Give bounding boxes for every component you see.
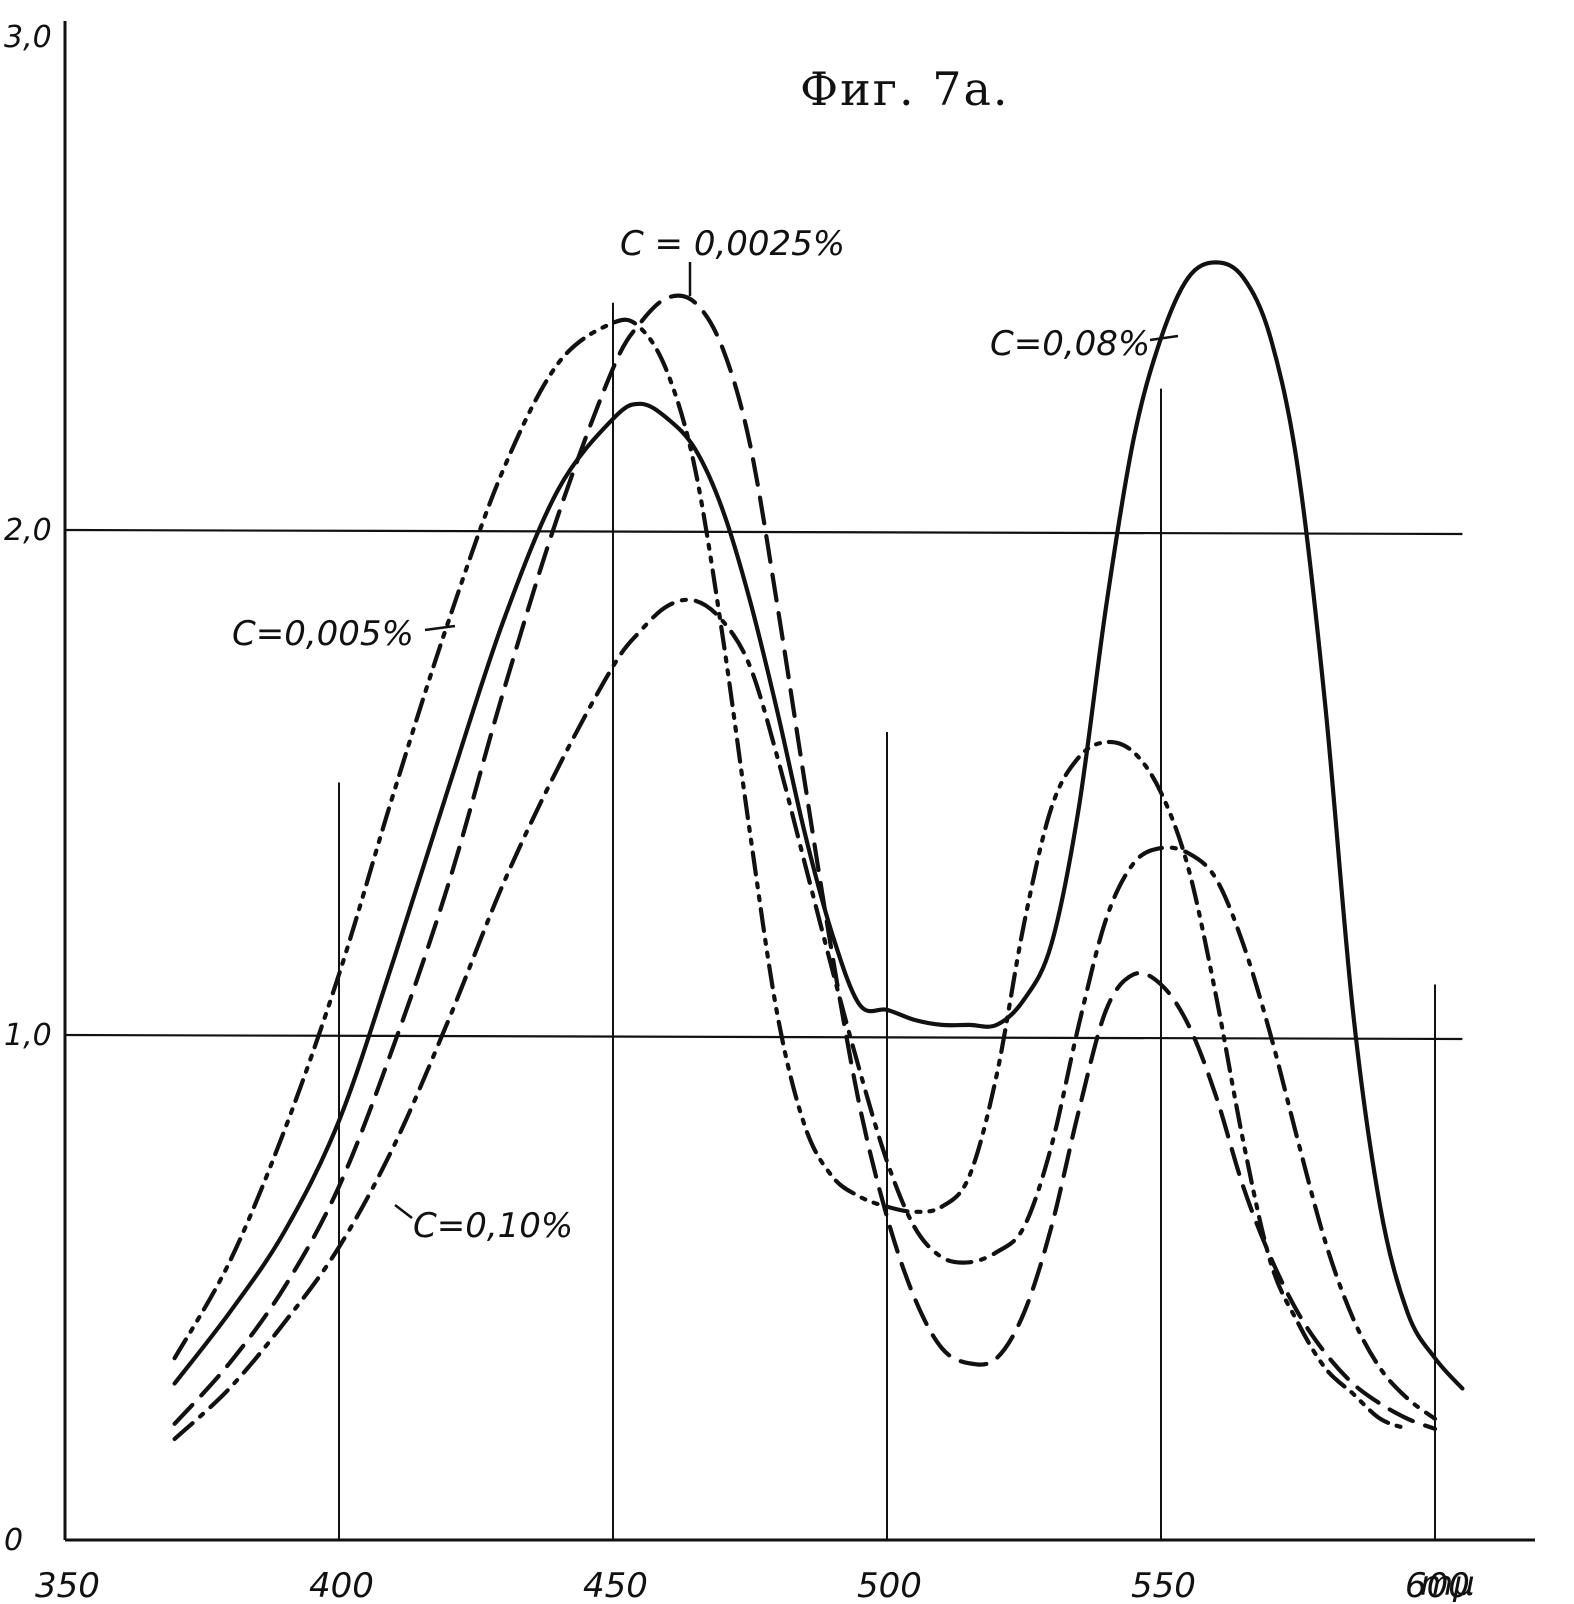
x-tick-500: 500 — [857, 1566, 922, 1604]
series-label-c-0-10: C=0,10% — [413, 1206, 573, 1246]
grid-h-1 — [64, 1033, 1463, 1041]
y-tick-2: 2,0 — [4, 513, 52, 548]
y-tick-labels: 0 1,0 2,0 3,0 — [4, 20, 52, 1558]
x-tick-600: 600 — [1405, 1566, 1470, 1604]
series-label-c-0-0025: C = 0,0025% — [620, 224, 845, 264]
series-label-c-0-005: C=0,005% — [232, 614, 414, 654]
gridlines — [64, 302, 1463, 1540]
x-unit-label: mμ — [1420, 1564, 1475, 1604]
series-labels: C = 0,0025% C=0,005% C=0,08% C=0,10% — [232, 224, 1179, 1246]
y-tick-1: 1,0 — [4, 1018, 52, 1053]
leader-line-c-0-08 — [1149, 334, 1179, 342]
leader-line-c-0-005 — [424, 624, 456, 632]
series-line-3 — [172, 260, 1465, 1391]
series-line-4 — [172, 597, 1438, 1442]
axes — [63, 21, 1535, 1542]
y-tick-0: 0 — [4, 1523, 23, 1558]
x-tick-400: 400 — [309, 1566, 374, 1604]
chart-title: Фиг. 7а. — [800, 62, 1010, 116]
series-lines — [172, 260, 1465, 1442]
y-tick-3: 3,0 — [4, 20, 52, 55]
grid-h-2 — [64, 528, 1463, 536]
series-label-c-0-08: C=0,08% — [990, 324, 1150, 364]
x-tick-450: 450 — [583, 1566, 648, 1604]
leader-line-c-0-10 — [394, 1204, 413, 1219]
x-tick-350: 350 — [35, 1566, 100, 1604]
series-line-2 — [172, 317, 1410, 1431]
x-tick-labels: 350 400 450 500 550 600 — [35, 1566, 1470, 1604]
series-line-1 — [172, 293, 1438, 1431]
x-tick-550: 550 — [1131, 1566, 1196, 1604]
